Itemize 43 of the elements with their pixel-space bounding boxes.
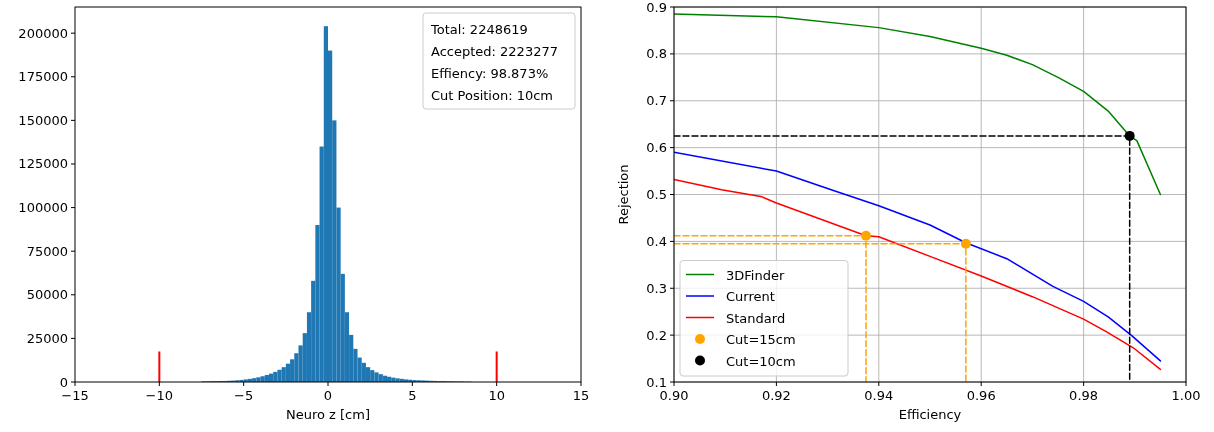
x-tick-label: 0	[323, 388, 333, 403]
y-tick-label: 125000	[18, 156, 68, 172]
legend-label: 3DFinder	[726, 267, 785, 283]
x-tick-label: 0.96	[966, 388, 996, 403]
y-tick-label: 175000	[18, 69, 68, 85]
x-axis-title: Efficiency	[898, 407, 962, 422]
y-tick-label: 200000	[18, 25, 68, 41]
x-axis-title: Neuro z [cm]	[285, 407, 371, 422]
x-tick-label: −15	[61, 388, 89, 403]
x-tick-label: 10	[488, 388, 505, 403]
y-tick-label: 25000	[26, 330, 68, 346]
y-tick-label: 75000	[26, 243, 68, 259]
x-tick-label: 0.94	[864, 388, 894, 403]
annotation: Cut Position: 10cm	[431, 88, 554, 103]
y-tick-label: 0.5	[646, 187, 667, 202]
x-tick-label: 15	[572, 388, 590, 403]
y-tick-label: 0.9	[646, 0, 667, 15]
y-tick-label: 0.4	[646, 233, 667, 249]
x-tick-label: 0.98	[1069, 388, 1099, 403]
x-tick-label: 5	[408, 388, 417, 403]
y-tick-label: 0.6	[646, 140, 667, 156]
x-tick-label: 0.92	[761, 388, 791, 403]
y-tick-label: 0.8	[646, 46, 667, 62]
annotation: Total: 2248619	[430, 22, 528, 37]
y-tick-label: 0.1	[646, 374, 667, 390]
x-tick-label: 0.90	[659, 388, 689, 403]
y-tick-label: 0.7	[646, 93, 667, 109]
annotation: Effiency: 98.873%	[431, 66, 549, 81]
y-tick-label: 0.2	[646, 327, 667, 343]
y-tick-label: 0	[59, 374, 68, 390]
x-tick-label: −10	[145, 388, 174, 403]
y-tick-label: 150000	[18, 112, 68, 128]
x-tick-label: −5	[234, 388, 254, 403]
legend-label: Current	[726, 289, 775, 304]
y-tick-label: 0.3	[646, 280, 667, 296]
annotation: Accepted: 2223277	[431, 44, 558, 59]
legend-label: Standard	[726, 310, 786, 326]
legend-label: Cut=15cm	[726, 332, 796, 347]
y-tick-label: 50000	[26, 287, 68, 303]
y-axis-title: Rejection	[616, 164, 631, 225]
legend-label: Cut=10cm	[726, 353, 796, 369]
y-tick-label: 100000	[18, 200, 68, 216]
x-tick-label: 1.00	[1171, 388, 1201, 403]
